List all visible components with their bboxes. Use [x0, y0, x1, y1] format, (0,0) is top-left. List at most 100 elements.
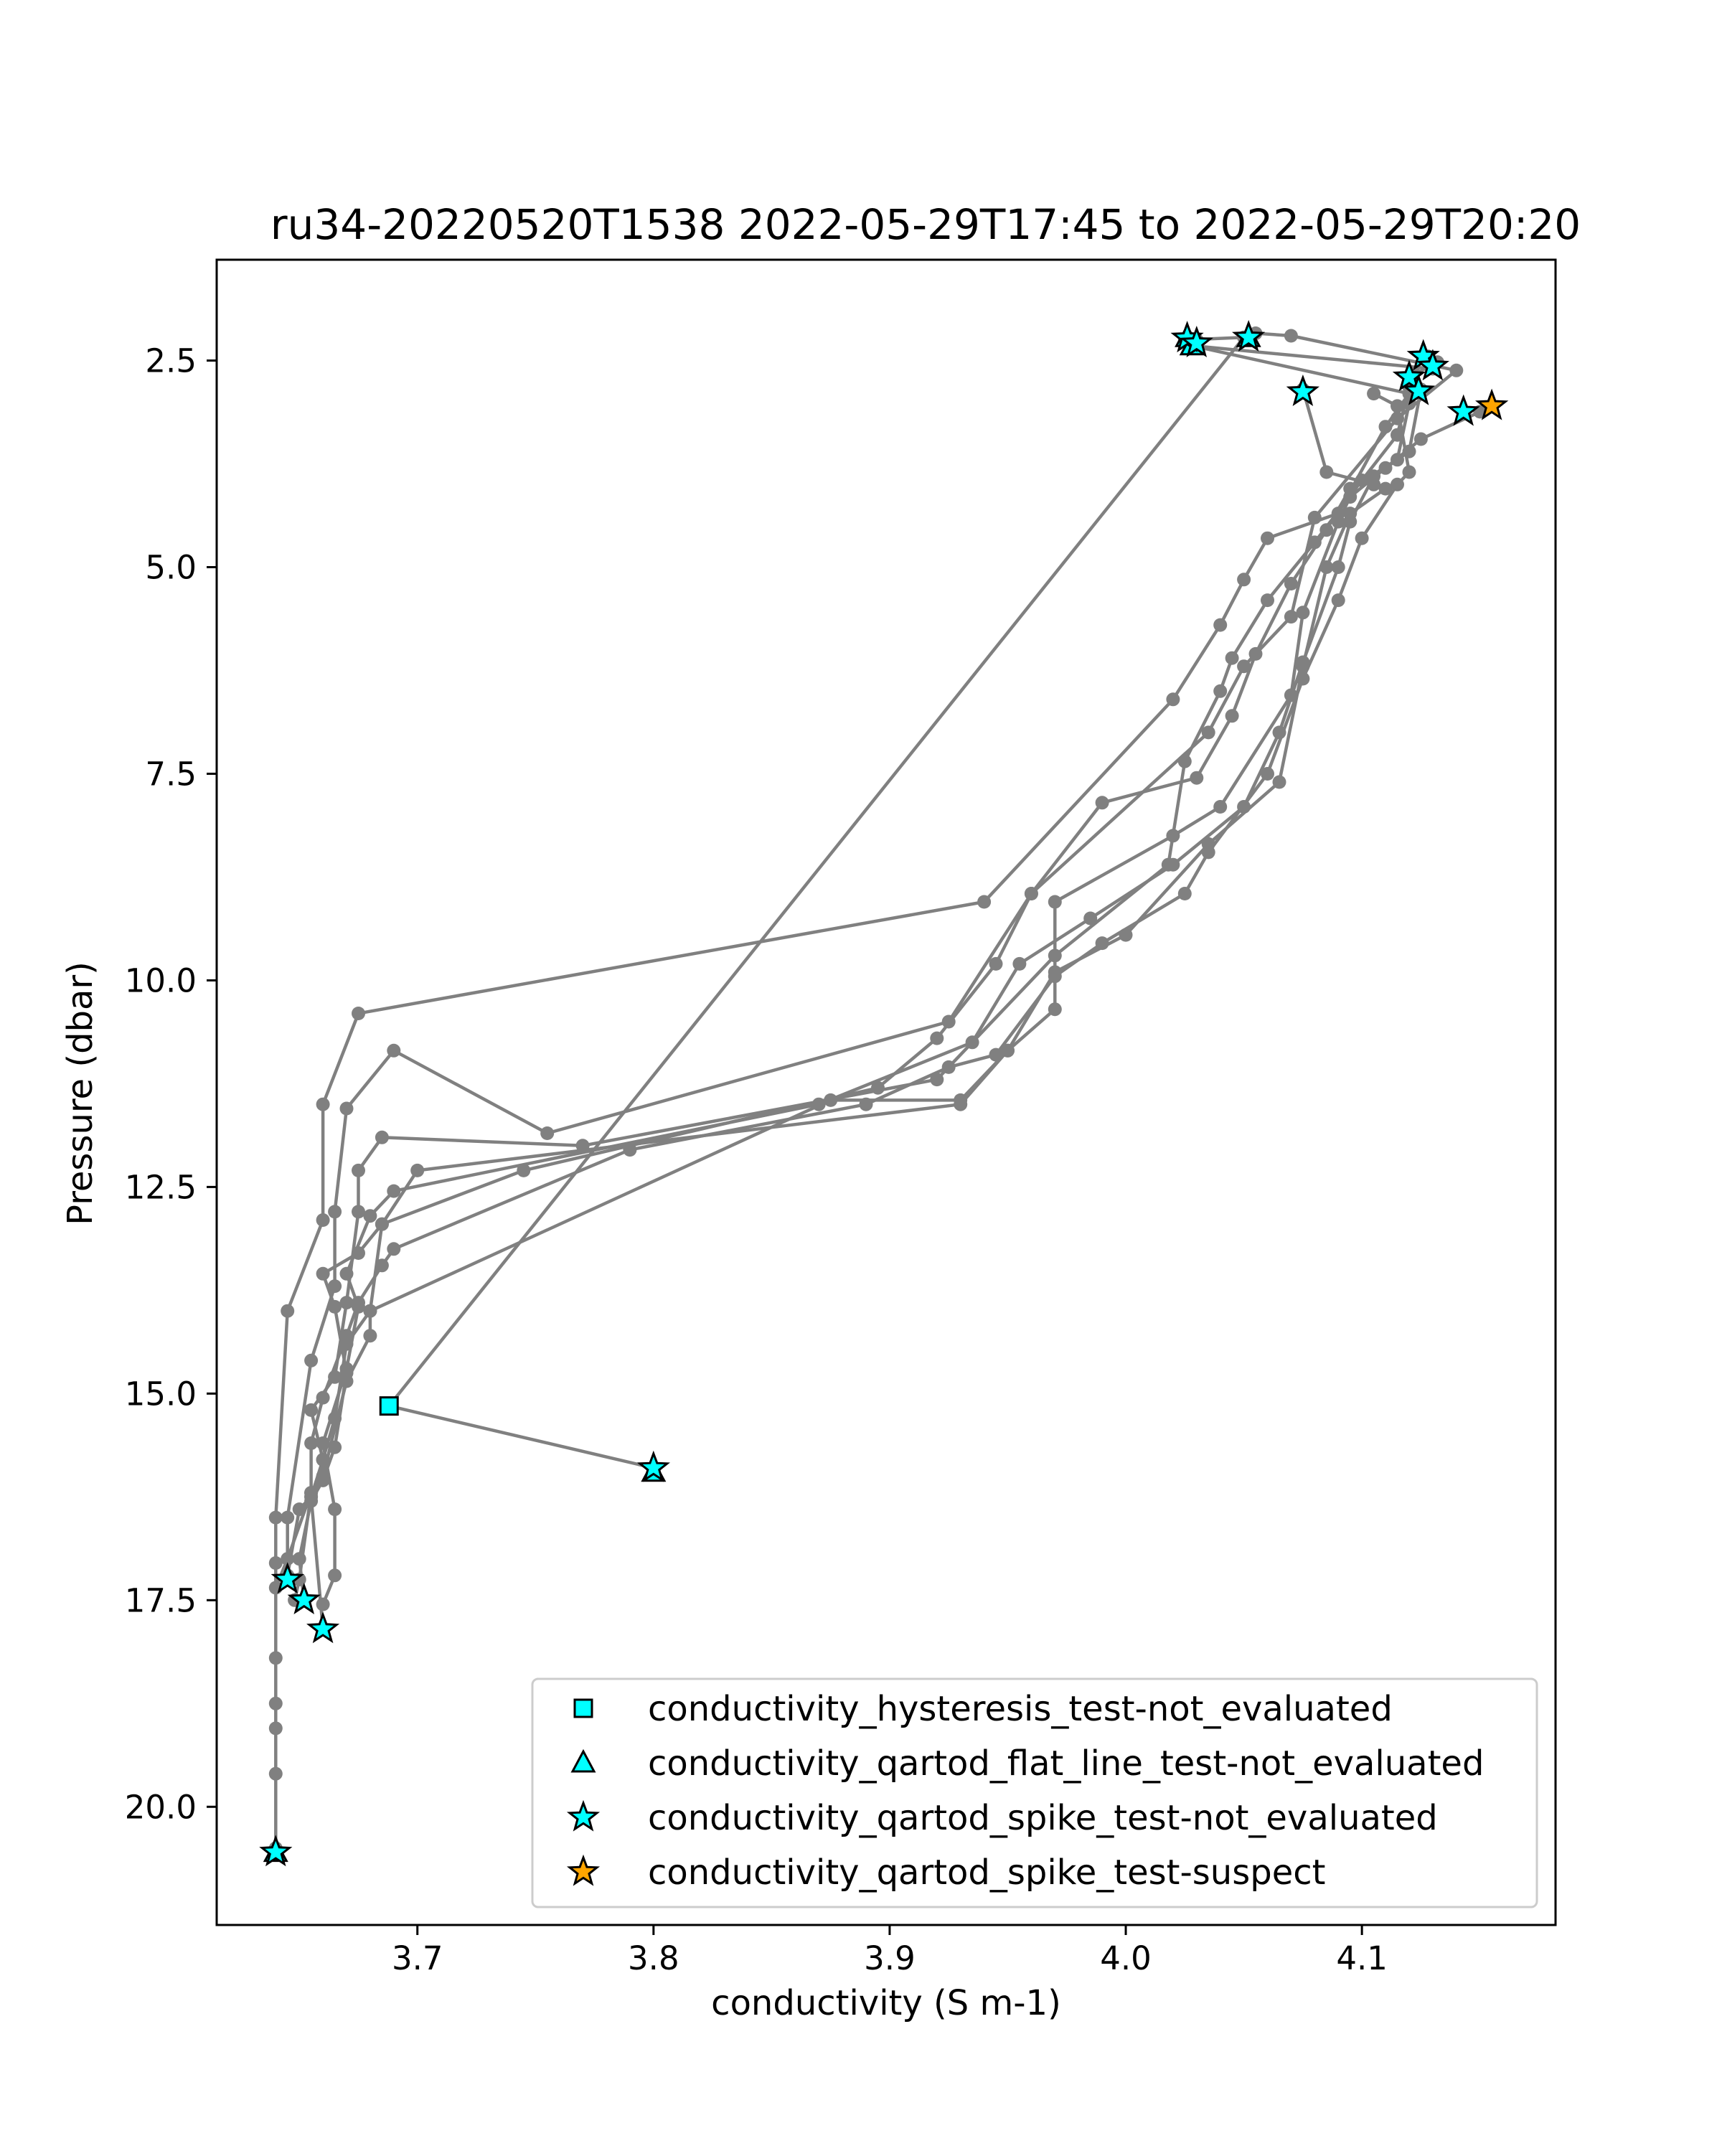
profile-point — [1213, 618, 1228, 632]
profile-point — [375, 1130, 389, 1144]
profile-point — [375, 1217, 389, 1231]
profile-point — [328, 1370, 342, 1384]
profile-point — [517, 1163, 531, 1177]
qc-marker-star — [1416, 349, 1449, 381]
x-tick-label: 4.1 — [1336, 1939, 1388, 1977]
profile-point — [328, 1568, 342, 1583]
profile-point — [1296, 672, 1310, 686]
profile-point — [339, 1101, 354, 1116]
profile-point — [1166, 829, 1180, 843]
profile-point — [575, 1139, 590, 1153]
qc-marker-square — [379, 1396, 399, 1416]
profile-point — [1319, 560, 1334, 574]
profile-point — [1201, 725, 1215, 740]
profile-point — [1355, 474, 1369, 487]
profile-point — [387, 1043, 401, 1058]
profile-point — [1261, 531, 1274, 545]
profile-point — [1048, 969, 1062, 984]
profile-point — [352, 1163, 365, 1177]
profile-point — [352, 1296, 365, 1310]
legend-marker-square — [573, 1698, 593, 1718]
qc-marker-star — [1446, 394, 1480, 426]
profile-point — [1048, 948, 1062, 963]
profile-point — [339, 1362, 354, 1376]
profile-point — [316, 1266, 330, 1281]
profile-point — [363, 1209, 377, 1223]
legend-marker-triangle — [570, 1748, 596, 1773]
profile-point — [1261, 593, 1274, 608]
profile-point — [1319, 523, 1334, 537]
profile-point — [1284, 688, 1298, 702]
x-tick-label: 3.8 — [628, 1939, 679, 1977]
profile-point — [1391, 411, 1404, 425]
y-tick-label: 17.5 — [125, 1581, 197, 1619]
profile-point — [1237, 573, 1251, 587]
profile-point — [1378, 481, 1393, 496]
qc-marker-star — [1475, 388, 1509, 420]
profile-point — [1213, 684, 1228, 698]
profile-point — [292, 1502, 306, 1517]
chart-title: ru34-20220520T1538 2022-05-29T17:45 to 2… — [270, 200, 1581, 249]
profile-point — [623, 1143, 637, 1157]
profile-point — [1343, 490, 1358, 504]
profile-point — [1355, 531, 1369, 545]
profile-point — [387, 1242, 401, 1256]
profile-point — [268, 1766, 283, 1781]
axes-layer: 3.7 3.8 3.9 4.0 4.1 2.5 5.0 7.5 10.0 12.5 15.0 17.5… — [125, 258, 1557, 1977]
profile-point — [1177, 887, 1192, 900]
profile-point — [328, 1299, 342, 1314]
profile-point — [268, 1721, 283, 1736]
profile-point — [540, 1126, 555, 1140]
profile-line-9 — [387, 336, 1434, 1470]
profile-point — [328, 1279, 342, 1294]
qc-marker-star — [306, 1611, 340, 1644]
profile-point — [941, 1015, 956, 1029]
profile-point — [316, 1597, 330, 1611]
y-tick-label: 7.5 — [145, 755, 197, 793]
profile-point — [1225, 651, 1239, 665]
profile-point — [328, 1205, 342, 1219]
profile-point — [328, 1502, 342, 1517]
qc-marker-star — [259, 1835, 293, 1867]
profile-point — [328, 1411, 342, 1426]
profile-point — [1296, 606, 1310, 620]
profile-point — [352, 1205, 365, 1219]
profile-point — [268, 1510, 283, 1525]
qc-marker-star — [636, 1450, 670, 1482]
profile-point — [1413, 432, 1428, 446]
legend-label: conductivity_qartod_spike_test-not_evalu… — [648, 1798, 1438, 1838]
profile-point — [363, 1329, 377, 1343]
profile-point — [268, 1696, 283, 1710]
profile-point — [1119, 928, 1133, 942]
profile-point — [1284, 610, 1298, 624]
profile-point — [328, 1440, 342, 1454]
legend-frame — [531, 1677, 1538, 1908]
profile-point — [965, 1035, 979, 1050]
qc-marker-star — [1232, 320, 1266, 352]
profile-point — [316, 1436, 330, 1450]
profile-point — [1402, 444, 1416, 458]
profile-point — [871, 1081, 885, 1095]
qc-marker-star — [1180, 326, 1213, 357]
profile-point — [316, 1453, 330, 1467]
profile-point — [859, 1097, 873, 1111]
profile-point — [1225, 709, 1239, 723]
profile-point — [1048, 1002, 1062, 1017]
profile-point — [977, 895, 992, 909]
legend-marker-star — [566, 1799, 601, 1832]
profile-point — [824, 1093, 838, 1107]
profile-point — [1343, 507, 1358, 521]
profile-point — [1402, 465, 1416, 479]
profile-point — [1331, 593, 1345, 608]
profile-line-6 — [286, 389, 1388, 1576]
legend-label: conductivity_hysteresis_test-not_evaluat… — [648, 1689, 1393, 1729]
profile-point — [1391, 477, 1404, 491]
qc-marker-star — [270, 1562, 304, 1594]
qc-marker-star — [1392, 359, 1426, 392]
profile-point — [304, 1486, 319, 1500]
profile-point — [1307, 510, 1322, 524]
profile-point — [1248, 646, 1263, 661]
profile-point — [316, 1213, 330, 1227]
profile-point — [352, 1246, 365, 1260]
profile-point — [292, 1552, 306, 1566]
